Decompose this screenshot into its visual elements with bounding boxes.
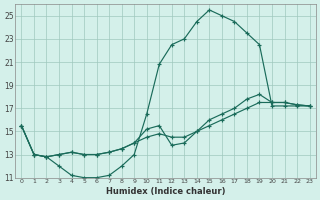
X-axis label: Humidex (Indice chaleur): Humidex (Indice chaleur)	[106, 187, 225, 196]
